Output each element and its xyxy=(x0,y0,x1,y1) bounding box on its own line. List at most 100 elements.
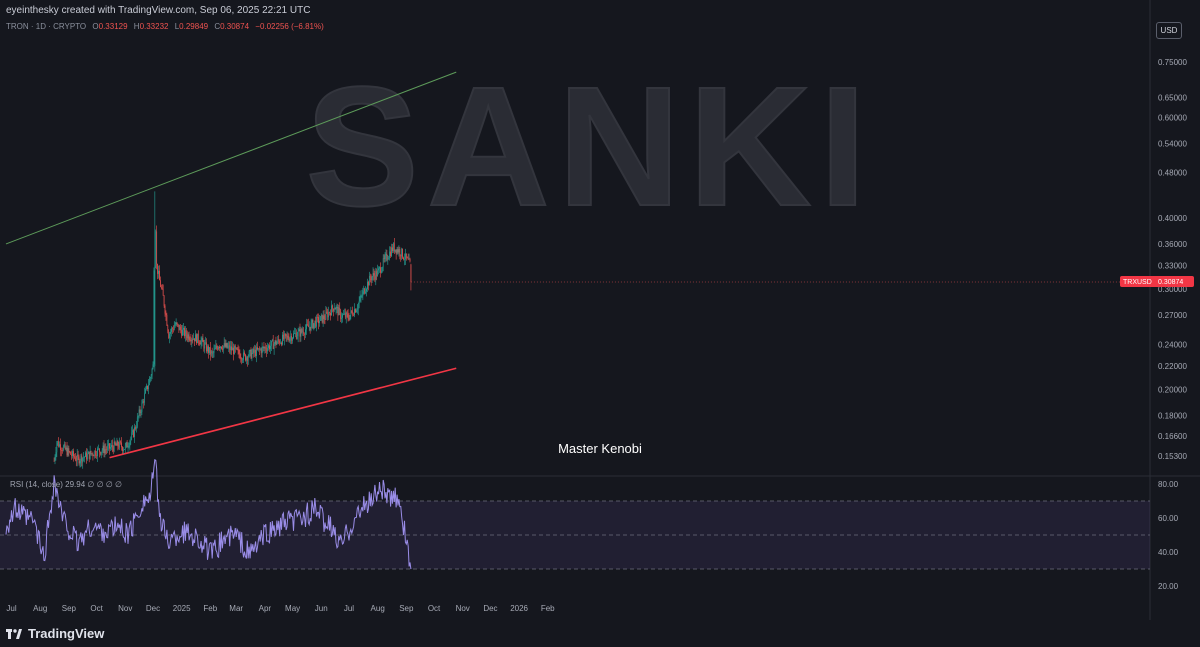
time-tick-12: Jul xyxy=(344,604,354,613)
candle-body xyxy=(127,446,129,448)
candle xyxy=(86,448,87,464)
candle xyxy=(98,444,99,451)
candle-body xyxy=(251,352,253,359)
candle-body xyxy=(190,340,192,342)
candle-body xyxy=(187,334,189,339)
candle xyxy=(58,437,60,448)
candle xyxy=(199,340,201,345)
candle-body xyxy=(227,346,229,348)
candle xyxy=(410,263,412,291)
candle xyxy=(309,326,311,334)
candle-body xyxy=(91,453,93,455)
candle-body xyxy=(134,427,135,437)
candle xyxy=(283,330,285,346)
currency-button[interactable]: USD xyxy=(1156,22,1182,39)
candle-body xyxy=(352,311,354,315)
time-tick-13: Aug xyxy=(371,604,385,613)
candle xyxy=(308,321,310,332)
price-axis[interactable]: 0.75000 0.65000 0.60000 0.54000 0.48000 0.400… xyxy=(1158,58,1187,591)
candle xyxy=(62,447,63,454)
symbol-name[interactable]: TRON · 1D · CRYPTO xyxy=(6,22,87,31)
candle xyxy=(90,450,92,456)
candle-body xyxy=(90,450,92,454)
candle-body xyxy=(305,329,306,335)
trend-lines[interactable] xyxy=(5,71,457,459)
candle-body xyxy=(158,270,159,274)
candle-body xyxy=(369,275,371,279)
candle xyxy=(368,271,370,286)
candle-body xyxy=(154,265,156,366)
candle xyxy=(182,324,183,337)
candle xyxy=(208,344,209,359)
candle-body xyxy=(295,333,297,339)
candle-body xyxy=(71,454,72,456)
time-axis[interactable]: Jul Aug Sep Oct Nov Dec 2025 Feb Mar Apr May Jun Jul… xyxy=(6,604,555,613)
candle xyxy=(259,347,261,351)
price-tick-14: 0.16600 xyxy=(1158,432,1187,441)
candle-body xyxy=(163,295,165,306)
candle xyxy=(203,340,205,352)
price-tick-13: 0.18000 xyxy=(1158,412,1187,421)
candle-body xyxy=(323,315,325,320)
candle-body xyxy=(62,446,64,451)
candle xyxy=(84,456,85,463)
candle-body xyxy=(321,314,323,323)
candle-body xyxy=(345,312,347,318)
candle-body xyxy=(396,249,398,254)
candle-body xyxy=(162,288,164,296)
candle-body xyxy=(202,338,204,343)
candle xyxy=(280,338,281,345)
candle xyxy=(120,440,121,445)
candle-body xyxy=(57,441,59,443)
candle-body xyxy=(191,339,193,342)
candles[interactable] xyxy=(53,191,1150,469)
candle-body xyxy=(67,448,69,456)
candle xyxy=(293,330,294,340)
candle xyxy=(234,344,235,355)
time-tick-18: 2026 xyxy=(510,604,528,613)
candle xyxy=(118,441,120,450)
candle xyxy=(371,275,373,284)
candle-body xyxy=(159,270,160,281)
candle xyxy=(69,450,71,454)
candle-body xyxy=(333,308,335,312)
candle-body xyxy=(112,447,114,452)
candle-body xyxy=(373,273,375,276)
candle xyxy=(249,349,251,357)
time-tick-16: Nov xyxy=(456,604,470,613)
rsi-panel[interactable] xyxy=(0,459,1150,570)
candle xyxy=(75,455,77,467)
candle xyxy=(366,287,367,297)
time-tick-2: Sep xyxy=(62,604,77,613)
candle-body xyxy=(203,342,205,349)
candle xyxy=(253,346,255,358)
candle-body xyxy=(73,451,74,457)
candle-body xyxy=(326,311,328,313)
candle xyxy=(138,405,140,419)
rsi-legend[interactable]: RSI (14, close) 29.94 ∅ ∅ ∅ ∅ xyxy=(10,480,122,489)
time-tick-1: Aug xyxy=(33,604,47,613)
candle-body xyxy=(297,331,299,337)
candle xyxy=(381,266,383,273)
candle-body xyxy=(319,320,320,324)
candle xyxy=(196,333,197,345)
candle-body xyxy=(102,445,104,451)
candle xyxy=(267,342,268,354)
candle-body xyxy=(408,258,410,260)
candle xyxy=(96,450,97,459)
candle-body xyxy=(153,270,155,365)
candle-body xyxy=(81,455,83,463)
candle xyxy=(344,308,346,320)
candle-body xyxy=(178,324,180,331)
candle xyxy=(65,445,67,452)
candle-body xyxy=(331,305,333,309)
candle-body xyxy=(269,345,270,350)
candle xyxy=(154,191,156,372)
candle-body xyxy=(56,442,58,453)
price-tick-10: 0.24000 xyxy=(1158,340,1187,349)
candle-body xyxy=(197,333,199,342)
candle-body xyxy=(148,385,149,390)
candle xyxy=(374,270,376,283)
